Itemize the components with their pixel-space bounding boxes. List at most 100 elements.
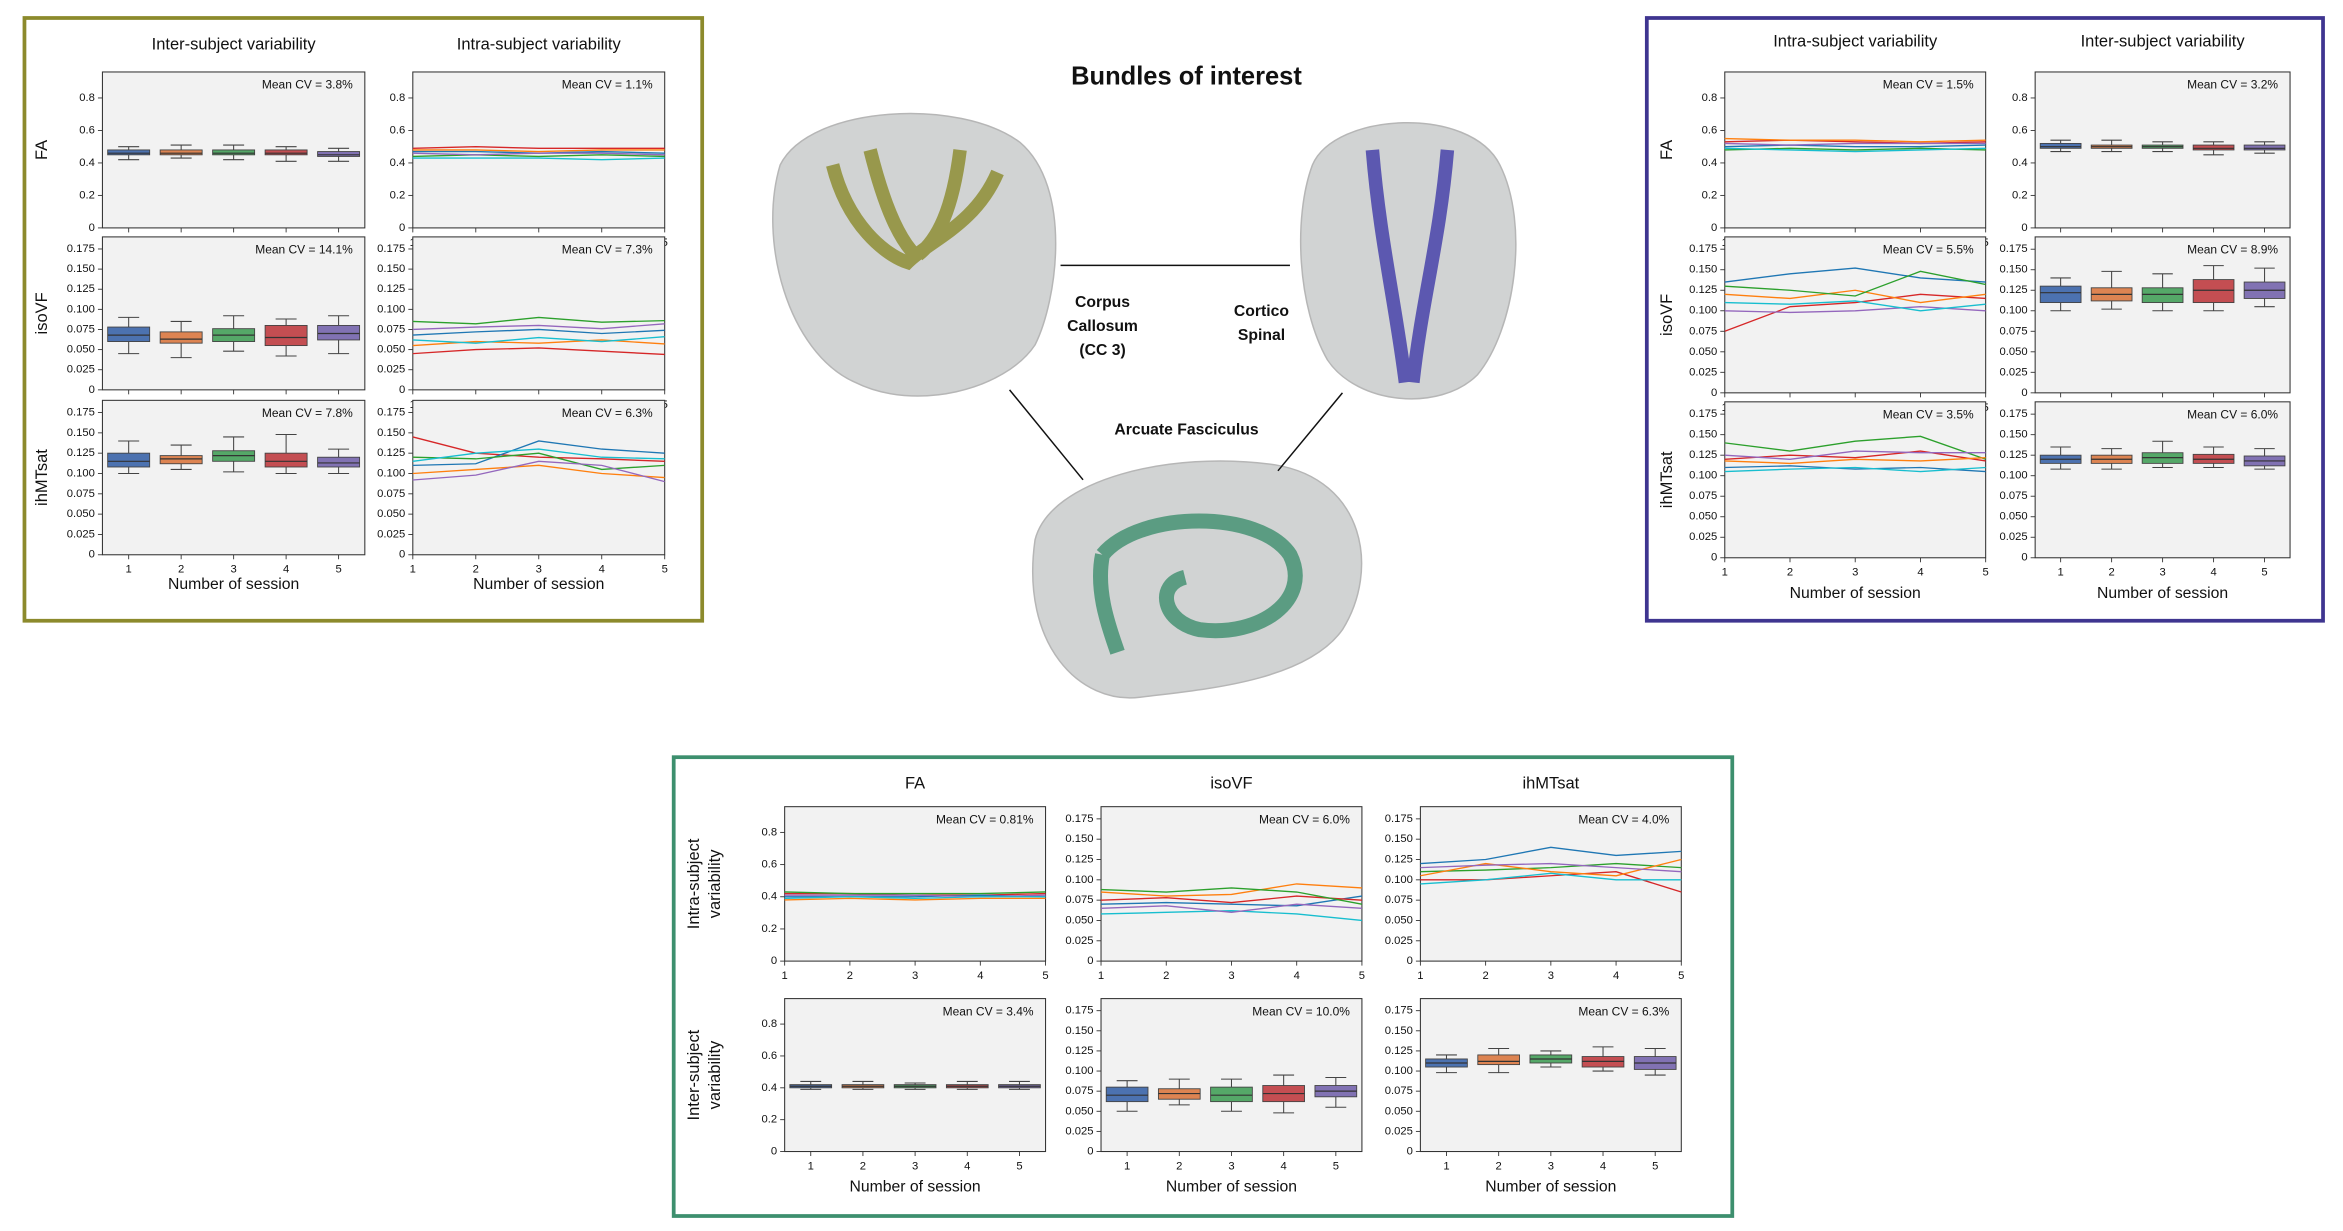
- y-tick-label: 0.6: [79, 124, 95, 136]
- x-tick-label: 1: [126, 564, 132, 576]
- y-tick-label: 0.050: [2000, 346, 2028, 358]
- y-tick-label: 0.125: [1689, 284, 1717, 296]
- box: [1105, 1086, 1149, 1103]
- x-tick-label: 5: [2261, 567, 2267, 579]
- y-tick-label: 0.100: [377, 467, 405, 479]
- y-tick-label: 0: [2021, 222, 2027, 234]
- series-line: [784, 897, 1046, 901]
- y-tick-label: 0: [1711, 387, 1717, 399]
- series-line: [412, 146, 665, 149]
- row-label: FA: [1658, 140, 1676, 160]
- plot-area: [1100, 806, 1363, 962]
- row-label: isoVF: [1658, 294, 1676, 336]
- y-tick-label: 0.125: [67, 447, 95, 459]
- y-tick-label: 0.100: [377, 303, 405, 315]
- y-tick-label: 0.100: [1689, 470, 1717, 482]
- x-tick-label: 4: [2210, 567, 2216, 579]
- x-tick-label: 4: [1613, 970, 1619, 982]
- box: [2192, 279, 2235, 304]
- y-tick-label: 0.4: [390, 157, 406, 169]
- series-line: [412, 336, 665, 344]
- y-tick-label: 0.175: [1689, 408, 1717, 420]
- x-tick-label: 3: [1852, 567, 1858, 579]
- box: [264, 324, 308, 347]
- series-line: [412, 440, 665, 467]
- x-tick-label: 4: [1600, 1160, 1606, 1172]
- y-tick-label: 0.150: [377, 263, 405, 275]
- brain-af: [1032, 460, 1363, 699]
- x-tick-label: 1: [1098, 970, 1104, 982]
- annotation: Mean CV = 10.0%: [1252, 1004, 1350, 1018]
- x-tick-label: 5: [1016, 1160, 1022, 1172]
- series-line: [412, 154, 665, 158]
- box: [107, 326, 151, 342]
- brain-illustrations: [772, 112, 1517, 699]
- y-tick-label: 0.6: [762, 1050, 778, 1062]
- y-tick-label: 0.6: [1702, 124, 1718, 136]
- bundle-label: Arcuate Fasciculus: [1114, 421, 1259, 438]
- series-line: [1724, 466, 1986, 473]
- x-tick-label: 1: [1722, 567, 1728, 579]
- column-title: ihMTsat: [1522, 775, 1579, 793]
- box: [107, 452, 151, 468]
- series-line: [784, 891, 1046, 895]
- x-tick-label: 2: [1176, 1160, 1182, 1172]
- x-axis-label: Number of session: [850, 1179, 981, 1196]
- y-tick-label: 0: [399, 549, 405, 561]
- y-tick-label: 0.100: [67, 303, 95, 315]
- x-tick-label: 5: [1652, 1160, 1658, 1172]
- annotation: Mean CV = 6.3%: [562, 406, 653, 420]
- series-line: [1420, 862, 1682, 873]
- y-tick-label: 0.8: [79, 92, 95, 104]
- x-axis-label: Number of session: [473, 576, 604, 593]
- fibers-af: [1092, 513, 1303, 655]
- fibers-cst: [1365, 149, 1455, 384]
- series-line: [412, 157, 665, 161]
- x-tick-label: 3: [1228, 970, 1234, 982]
- row-label: ihMTsat: [33, 449, 51, 506]
- series-line: [1724, 465, 1986, 473]
- y-tick-label: 0.075: [377, 323, 405, 335]
- box: [2192, 144, 2235, 151]
- y-tick-label: 0.075: [1689, 490, 1717, 502]
- connector: [1008, 389, 1084, 481]
- series-line: [1724, 300, 1986, 312]
- x-tick-label: 5: [335, 564, 341, 576]
- y-tick-label: 0: [1407, 1146, 1413, 1158]
- series-line: [412, 436, 665, 462]
- chart: 0 0.025 0.050 0.075 0.100 0.125 0.150 0.175 Mean…: [1065, 806, 1365, 982]
- y-tick-label: 0.050: [377, 344, 405, 356]
- y-tick-label: 0.050: [2000, 511, 2028, 523]
- bundle-label: Cortico: [1234, 303, 1289, 320]
- y-tick-label: 0: [89, 222, 95, 234]
- panel-border: [1644, 16, 2325, 623]
- x-axis-label: Number of session: [168, 576, 299, 593]
- y-tick-label: 0.175: [2000, 243, 2028, 255]
- x-tick-label: 3: [536, 564, 542, 576]
- chart: 0 0.025 0.050 0.075 0.100 0.125 0.150 0.175 Mean…: [1689, 401, 1989, 579]
- y-tick-label: 0.125: [1065, 1045, 1093, 1057]
- series-line: [412, 452, 665, 471]
- x-tick-label: 4: [1281, 1160, 1287, 1172]
- annotation: Mean CV = 8.9%: [2187, 243, 2278, 257]
- y-tick-label: 0.050: [1065, 914, 1093, 926]
- y-tick-label: 0.175: [1065, 813, 1093, 825]
- plot-area: [784, 998, 1047, 1153]
- series-line: [1101, 903, 1362, 914]
- series-line: [1724, 267, 1986, 283]
- x-axis-label: Number of session: [1790, 585, 1921, 602]
- x-tick-label: 2: [1787, 567, 1793, 579]
- series-line: [1724, 144, 1986, 148]
- plot-area: [1724, 401, 1987, 559]
- chart: 0 0.025 0.050 0.075 0.100 0.125 0.150 0.175 Mean…: [1385, 998, 1682, 1172]
- column-title: isoVF: [1210, 775, 1252, 793]
- y-tick-label: 0.150: [1689, 264, 1717, 276]
- annotation: Mean CV = 5.5%: [1883, 243, 1974, 257]
- series-line: [1724, 450, 1986, 460]
- x-tick-label: 1: [410, 564, 416, 576]
- box: [107, 149, 151, 156]
- y-tick-label: 0.150: [67, 427, 95, 439]
- y-tick-label: 0.175: [67, 243, 95, 255]
